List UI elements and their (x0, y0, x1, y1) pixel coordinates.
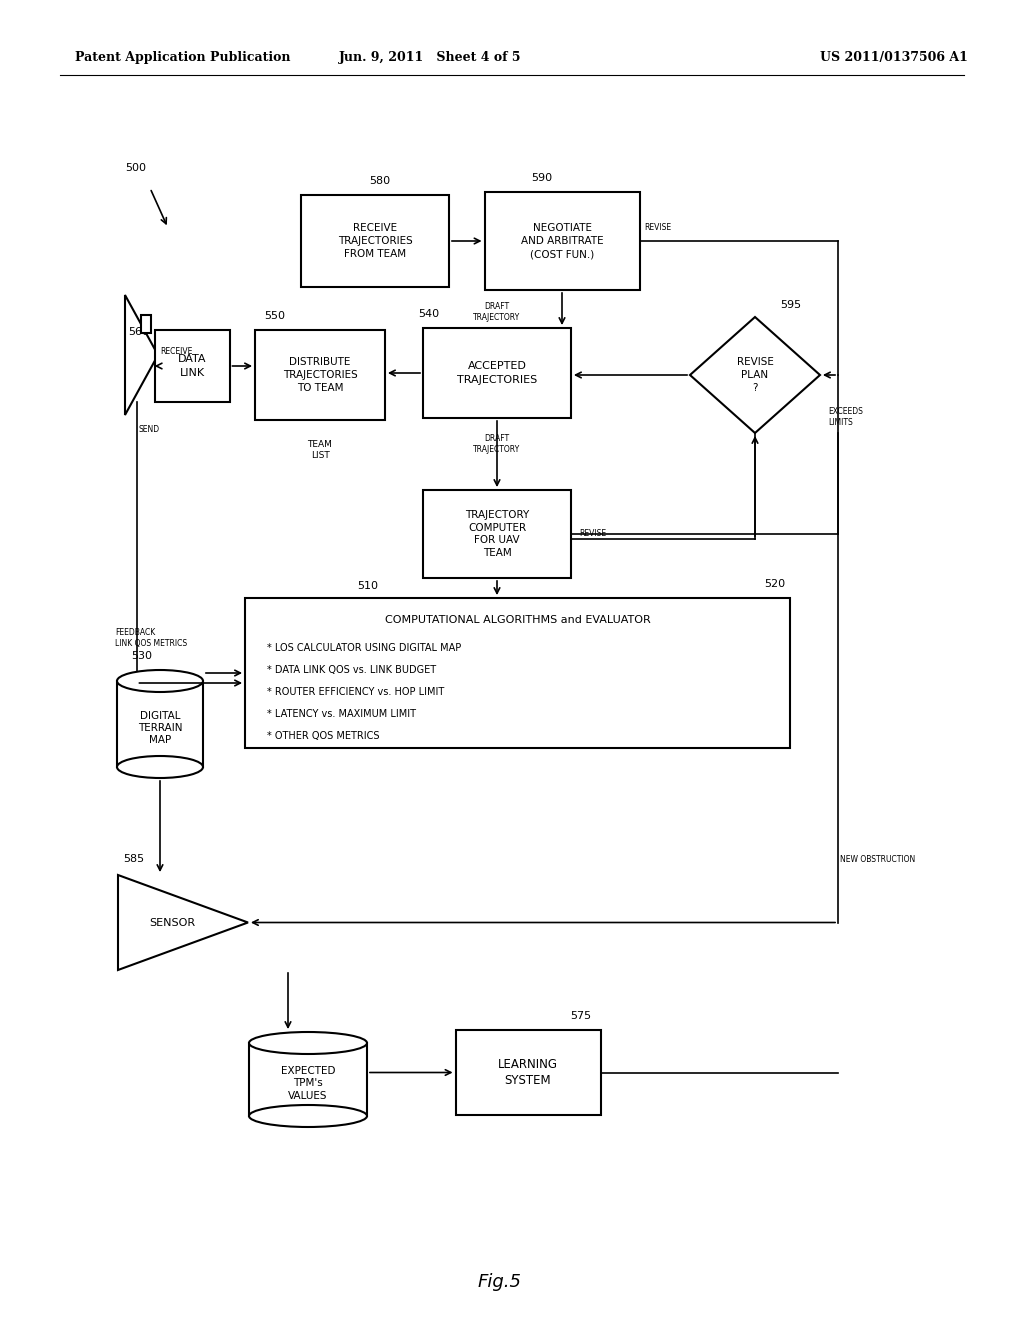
Text: 540: 540 (419, 309, 439, 319)
Text: 500: 500 (125, 162, 146, 173)
Text: * ROUTER EFFICIENCY vs. HOP LIMIT: * ROUTER EFFICIENCY vs. HOP LIMIT (267, 686, 444, 697)
Ellipse shape (249, 1032, 367, 1053)
Text: TEAM
LIST: TEAM LIST (307, 440, 333, 461)
Text: 580: 580 (370, 176, 390, 186)
Bar (301, 195, 449, 286)
Text: TRAJECTORY
COMPUTER
FOR UAV
TEAM: TRAJECTORY COMPUTER FOR UAV TEAM (465, 511, 529, 557)
Polygon shape (118, 875, 248, 970)
Text: REVISE: REVISE (644, 223, 672, 231)
Text: 510: 510 (357, 581, 379, 591)
Text: SEND: SEND (138, 425, 160, 434)
Polygon shape (125, 294, 158, 414)
Text: * LATENCY vs. MAXIMUM LIMIT: * LATENCY vs. MAXIMUM LIMIT (267, 709, 416, 719)
Text: 520: 520 (764, 579, 785, 589)
Text: * LOS CALCULATOR USING DIGITAL MAP: * LOS CALCULATOR USING DIGITAL MAP (267, 643, 461, 653)
Text: DIGITAL
TERRAIN
MAP: DIGITAL TERRAIN MAP (138, 710, 182, 746)
Text: REVISE: REVISE (579, 529, 606, 539)
Ellipse shape (249, 1105, 367, 1127)
Text: REVISE
PLAN
?: REVISE PLAN ? (736, 356, 773, 393)
Text: DISTRIBUTE
TRAJECTORIES
TO TEAM: DISTRIBUTE TRAJECTORIES TO TEAM (283, 356, 357, 393)
Text: COMPUTATIONAL ALGORITHMS and EVALUATOR: COMPUTATIONAL ALGORITHMS and EVALUATOR (385, 615, 650, 624)
Text: * OTHER QOS METRICS: * OTHER QOS METRICS (267, 731, 380, 741)
Bar (155, 330, 229, 403)
Bar (456, 1030, 600, 1115)
Ellipse shape (117, 671, 203, 692)
Text: SENSOR: SENSOR (150, 917, 196, 928)
Bar (245, 598, 790, 748)
Text: ACCEPTED
TRAJECTORIES: ACCEPTED TRAJECTORIES (457, 362, 538, 384)
Text: DRAFT
TRAJECTORY: DRAFT TRAJECTORY (473, 434, 520, 454)
Bar (255, 330, 385, 420)
Text: 585: 585 (123, 854, 144, 865)
Text: DATA
LINK: DATA LINK (178, 354, 206, 378)
Text: EXPECTED
TPM's
VALUES: EXPECTED TPM's VALUES (281, 1067, 335, 1101)
Bar (423, 490, 571, 578)
Text: * DATA LINK QOS vs. LINK BUDGET: * DATA LINK QOS vs. LINK BUDGET (267, 665, 436, 675)
Text: RECEIVE: RECEIVE (160, 346, 193, 355)
Bar (423, 327, 571, 418)
Text: DRAFT
TRAJECTORY: DRAFT TRAJECTORY (473, 302, 520, 322)
Bar (484, 191, 640, 290)
Text: FEEDBACK
LINK QOS METRICS: FEEDBACK LINK QOS METRICS (115, 628, 187, 648)
Text: NEGOTIATE
AND ARBITRATE
(COST FUN.): NEGOTIATE AND ARBITRATE (COST FUN.) (520, 223, 603, 259)
Polygon shape (690, 317, 820, 433)
Text: 590: 590 (531, 173, 553, 183)
Text: 550: 550 (264, 312, 286, 321)
Bar (249, 1043, 367, 1115)
Text: Patent Application Publication: Patent Application Publication (75, 51, 291, 65)
Text: Fig.5: Fig.5 (478, 1272, 522, 1291)
Bar (141, 315, 151, 333)
Text: RECEIVE
TRAJECTORIES
FROM TEAM: RECEIVE TRAJECTORIES FROM TEAM (338, 223, 413, 259)
Text: 530: 530 (131, 651, 152, 661)
Text: US 2011/0137506 A1: US 2011/0137506 A1 (820, 51, 968, 65)
Text: EXCEEDS
LIMITS: EXCEEDS LIMITS (828, 408, 863, 426)
Text: 595: 595 (780, 300, 801, 310)
Text: 575: 575 (570, 1011, 591, 1020)
Text: Jun. 9, 2011   Sheet 4 of 5: Jun. 9, 2011 Sheet 4 of 5 (339, 51, 521, 65)
Text: LEARNING
SYSTEM: LEARNING SYSTEM (498, 1057, 558, 1088)
Text: NEW OBSTRUCTION: NEW OBSTRUCTION (840, 855, 915, 865)
Ellipse shape (117, 756, 203, 777)
Bar (117, 681, 203, 767)
Text: 560: 560 (128, 327, 150, 337)
